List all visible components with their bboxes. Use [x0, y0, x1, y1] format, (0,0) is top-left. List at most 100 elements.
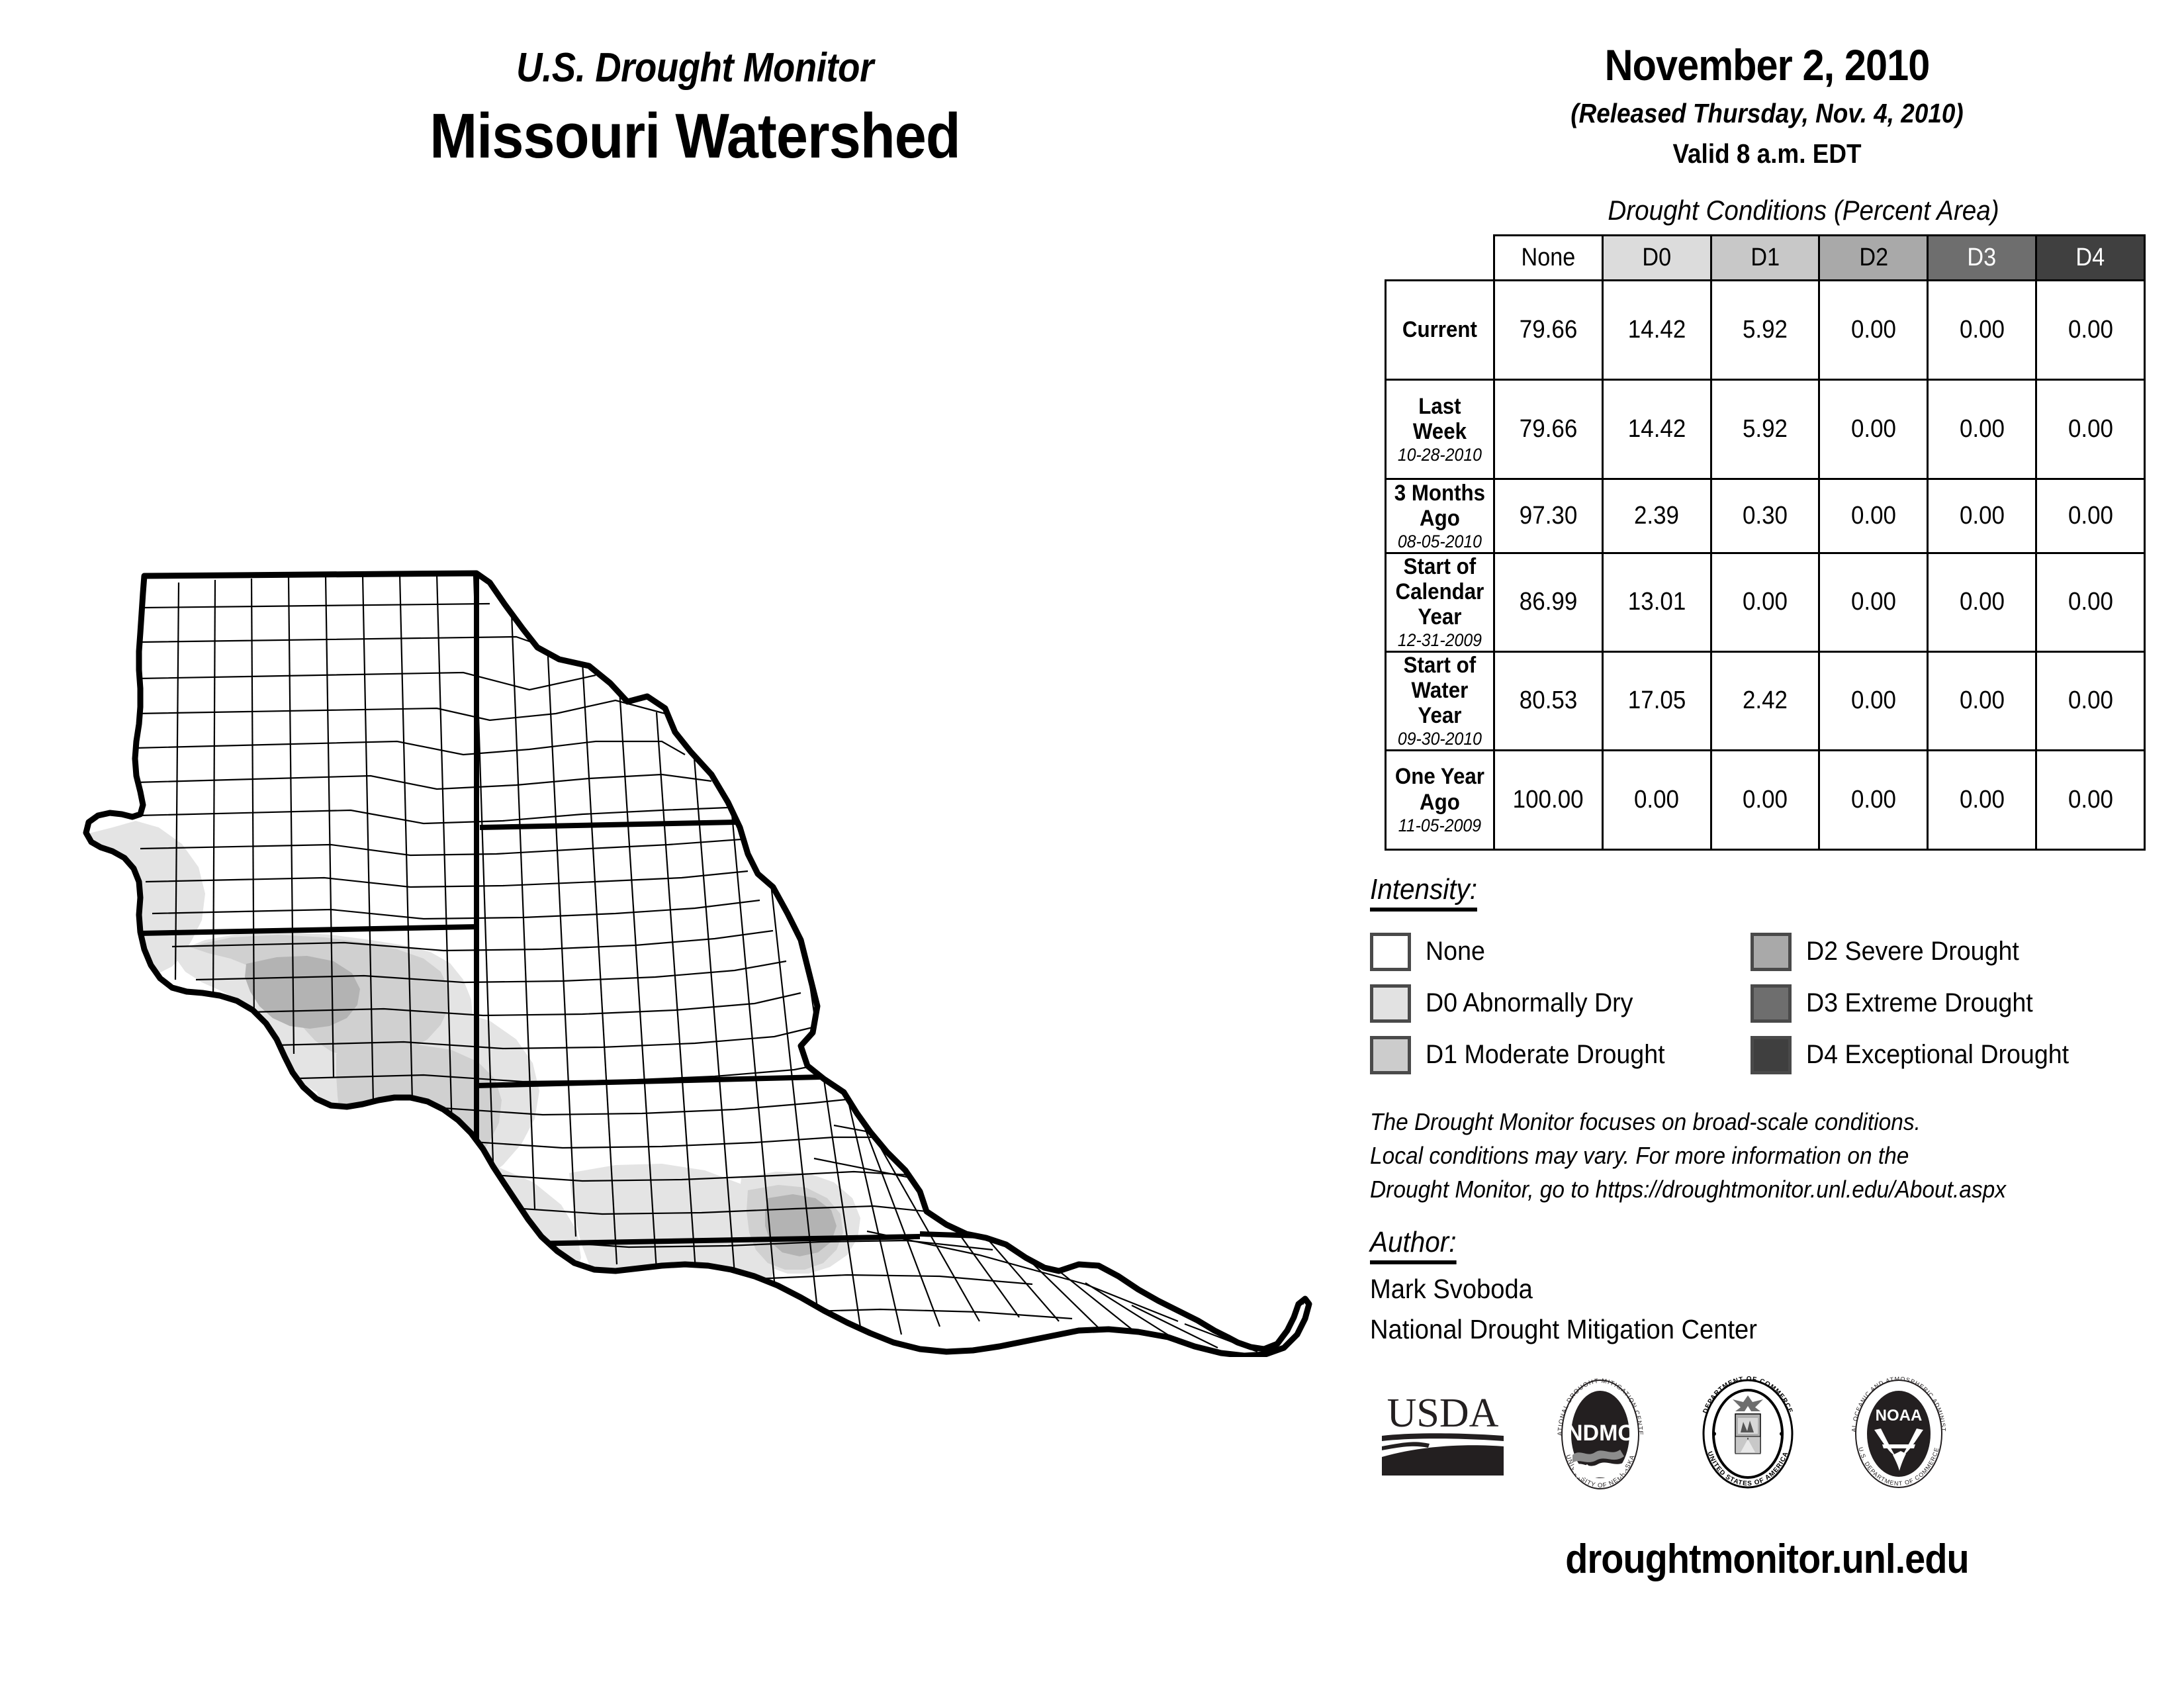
cell-cal-year-d4: 0.00: [2035, 552, 2146, 653]
svg-text:NDMC: NDMC: [1567, 1421, 1634, 1446]
map-basin-outline: [83, 570, 1312, 1357]
cell-3-months-none: 97.30: [1492, 478, 1604, 554]
legend-swatch-d1-icon: [1370, 1035, 1411, 1074]
cell-water-year-none: 80.53: [1492, 650, 1604, 751]
row-label-date: 08-05-2010: [1397, 531, 1482, 551]
info-panel: November 2, 2010 (Released Thursday, Nov…: [1363, 40, 2171, 1583]
legend-swatch-d4-icon: [1751, 1035, 1792, 1074]
cell-last-week-d1: 5.92: [1709, 379, 1821, 480]
legend-item-d3: D3 Extreme Drought: [1751, 984, 2131, 1023]
legend-swatch-none-icon: [1370, 932, 1411, 971]
row-label-text: Start of Calendar Year: [1395, 554, 1484, 630]
legend-label-d1: D1 Moderate Drought: [1426, 1040, 1665, 1070]
table-caption: Drought Conditions (Percent Area): [1608, 195, 1999, 226]
col-header-d1: D1: [1709, 234, 1821, 281]
legend-item-none: None: [1370, 932, 1751, 971]
agency-logos: USDA NATIONAL DROUGHT MITIGATION CENTER: [1377, 1368, 2171, 1499]
table-row: Current 79.66 14.42 5.92 0.00 0.00 0.00: [1385, 279, 2146, 381]
cell-last-week-d0: 14.42: [1601, 379, 1712, 480]
col-header-d2: D2: [1818, 234, 1929, 281]
drought-map-svg[interactable]: [66, 543, 1337, 1357]
cell-one-year-d4: 0.00: [2035, 749, 2146, 851]
cell-3-months-d0: 2.39: [1601, 478, 1712, 554]
author-heading: Author:: [1370, 1226, 1457, 1265]
disclaimer-line-3: Drought Monitor, go to https://droughtmo…: [1370, 1176, 2006, 1203]
row-label-one-year-ago: One Year Ago 11-05-2009: [1385, 749, 1495, 851]
legend-label-d2: D2 Severe Drought: [1806, 937, 2019, 966]
cell-current-d2: 0.00: [1818, 279, 1929, 381]
cell-cal-year-d2: 0.00: [1818, 552, 1929, 653]
cell-current-d3: 0.00: [1927, 279, 2038, 381]
row-label-text: Last Week: [1412, 393, 1467, 444]
table-corner-cell: [1385, 235, 1494, 281]
row-label-start-calendar-year: Start of Calendar Year 12-31-2009: [1385, 552, 1495, 653]
cell-cal-year-d3: 0.00: [1927, 552, 2038, 653]
row-label-date: 11-05-2009: [1398, 815, 1482, 835]
row-label-text: One Year Ago: [1394, 764, 1484, 815]
drought-conditions-table: None D0 D1 D2 D3 D4 Current 79.66 14.42 …: [1385, 234, 2146, 851]
cell-last-week-none: 79.66: [1492, 379, 1604, 480]
row-label-last-week: Last Week 10-28-2010: [1385, 379, 1495, 480]
row-label-date: 10-28-2010: [1397, 444, 1482, 465]
cell-cal-year-d1: 0.00: [1709, 552, 1821, 653]
col-header-d3: D3: [1927, 234, 2038, 281]
table-row: One Year Ago 11-05-2009 100.00 0.00 0.00…: [1385, 749, 2146, 851]
legend-item-d4: D4 Exceptional Drought: [1751, 1035, 2131, 1074]
table-header-row: None D0 D1 D2 D3 D4: [1385, 234, 2146, 281]
cell-water-year-d4: 0.00: [2035, 650, 2146, 751]
row-label-text: 3 Months Ago: [1394, 480, 1486, 531]
svg-text:USDA: USDA: [1387, 1391, 1499, 1436]
cell-one-year-d1: 0.00: [1709, 749, 1821, 851]
ndmc-logo: NATIONAL DROUGHT MITIGATION CENTER UNIVE…: [1545, 1368, 1653, 1499]
table-row: Start of Water Year 09-30-2010 80.53 17.0…: [1385, 650, 2146, 751]
page-title: Missouri Watershed: [430, 101, 960, 172]
cell-3-months-d1: 0.30: [1709, 478, 1821, 554]
row-label-date: 12-31-2009: [1397, 630, 1482, 651]
disclaimer-line-1: The Drought Monitor focuses on broad-sca…: [1370, 1107, 1921, 1135]
site-url[interactable]: droughtmonitor.unl.edu: [1565, 1536, 1969, 1583]
legend-label-none: None: [1426, 937, 1485, 966]
disclaimer-text: The Drought Monitor focuses on broad-sca…: [1370, 1105, 2115, 1206]
cell-cal-year-none: 86.99: [1492, 552, 1604, 653]
page-subtitle: U.S. Drought Monitor: [516, 45, 874, 91]
disclaimer-line-2: Local conditions may vary. For more info…: [1370, 1141, 1909, 1169]
col-header-d4: D4: [2035, 234, 2146, 281]
col-header-d0: D0: [1601, 234, 1712, 281]
row-label-date: 09-30-2010: [1397, 729, 1482, 749]
legend-swatch-d2-icon: [1751, 932, 1792, 971]
cell-current-d4: 0.00: [2035, 279, 2146, 381]
legend-label-d4: D4 Exceptional Drought: [1806, 1040, 2070, 1070]
cell-water-year-d0: 17.05: [1601, 650, 1712, 751]
intensity-legend: None D2 Severe Drought D0 Abnormally Dry…: [1370, 926, 2171, 1081]
cell-one-year-d0: 0.00: [1601, 749, 1712, 851]
cell-3-months-d2: 0.00: [1818, 478, 1929, 554]
author-organization: National Drought Mitigation Center: [1370, 1314, 1757, 1345]
cell-current-d0: 14.42: [1601, 279, 1712, 381]
intensity-legend-title: Intensity:: [1370, 873, 1478, 912]
map-title-block: U.S. Drought Monitor Missouri Watershed: [199, 46, 1191, 171]
cell-current-d1: 5.92: [1709, 279, 1821, 381]
row-label-3-months-ago: 3 Months Ago 08-05-2010: [1385, 478, 1495, 554]
cell-one-year-none: 100.00: [1492, 749, 1604, 851]
row-label-start-water-year: Start of Water Year 09-30-2010: [1385, 650, 1495, 751]
cell-current-none: 79.66: [1492, 279, 1604, 381]
cell-3-months-d4: 0.00: [2035, 478, 2146, 554]
col-header-none: None: [1492, 234, 1604, 281]
author-name: Mark Svoboda: [1370, 1274, 1533, 1305]
usda-logo: USDA: [1377, 1388, 1509, 1484]
valid-time: Valid 8 a.m. EDT: [1672, 138, 1862, 169]
cell-cal-year-d0: 13.01: [1601, 552, 1712, 653]
legend-item-d0: D0 Abnormally Dry: [1370, 984, 1751, 1023]
table-row: 3 Months Ago 08-05-2010 97.30 2.39 0.30 …: [1385, 478, 2146, 554]
table-row: Last Week 10-28-2010 79.66 14.42 5.92 0.…: [1385, 379, 2146, 480]
cell-last-week-d2: 0.00: [1818, 379, 1929, 480]
legend-swatch-d3-icon: [1751, 984, 1792, 1023]
cell-one-year-d3: 0.00: [1927, 749, 2038, 851]
drought-map[interactable]: [66, 543, 1337, 1357]
legend-swatch-d0-icon: [1370, 984, 1411, 1023]
cell-3-months-d3: 0.00: [1927, 478, 2038, 554]
row-label-text: Start of Water Year: [1403, 652, 1477, 729]
cell-last-week-d3: 0.00: [1927, 379, 2038, 480]
row-label-current: Current: [1385, 279, 1495, 381]
date-block: November 2, 2010 (Released Thursday, Nov…: [1363, 40, 2171, 169]
